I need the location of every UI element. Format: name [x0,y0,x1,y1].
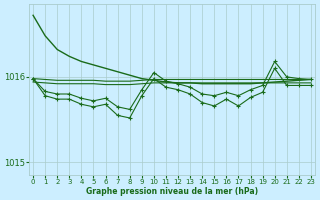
X-axis label: Graphe pression niveau de la mer (hPa): Graphe pression niveau de la mer (hPa) [86,187,258,196]
